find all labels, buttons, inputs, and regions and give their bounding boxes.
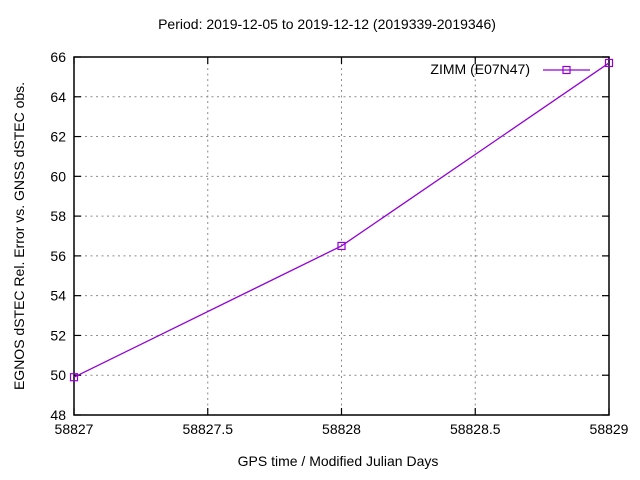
y-tick-label: 52 [50,327,66,343]
ticks-layer: 48 50 52 54 56 58 60 62 64 66 58827 58827.5 58828 588… [50,49,628,437]
legend-sample [543,65,590,75]
series-layer [69,58,614,382]
x-axis-title: GPS time / Modified Julian Days [238,453,439,469]
grid-layer [74,57,609,415]
y-tick-label: 60 [50,168,66,184]
x-tick-label: 58827 [55,421,94,437]
y-tick-label: 54 [50,288,66,304]
y-tick-label: 64 [50,89,66,105]
y-tick-label: 58 [50,208,66,224]
chart-title: Period: 2019-12-05 to 2019-12-12 (201933… [158,16,496,32]
data-point-marker [69,373,79,382]
y-tick-label: 50 [50,367,66,383]
y-tick-label: 56 [50,248,66,264]
data-line [73,62,610,378]
y-tick-label: 66 [50,49,66,65]
y-tick-label: 48 [50,407,66,423]
plot-border [73,56,610,416]
x-tick-label: 58828.5 [450,421,501,437]
x-tick-label: 58828 [322,421,361,437]
y-tick-label: 62 [50,129,66,145]
x-tick-label: 58827.5 [182,421,233,437]
x-tick-label: 58829 [590,421,629,437]
y-axis-title: EGNOS dSTEC Rel. Error vs. GNSS dSTEC ob… [11,82,27,390]
data-point-marker [337,241,346,251]
data-point-marker [604,58,614,68]
legend-marker [562,65,571,75]
legend-label: ZIMM (E07N47) [430,61,530,77]
